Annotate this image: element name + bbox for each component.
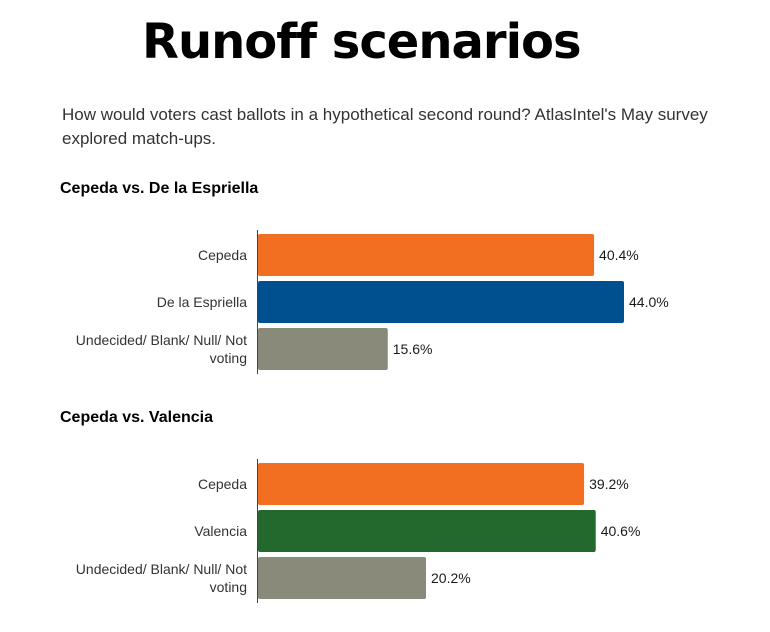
bar-plot: 39.2% Cepeda 40.6% Valencia 20.2% Undecided/ … — [76, 459, 641, 603]
bar — [258, 463, 585, 505]
bar — [258, 328, 388, 370]
chart-title: Cepeda vs. Valencia — [60, 409, 213, 426]
bar — [258, 557, 427, 599]
data-label: 40.6% — [601, 523, 641, 539]
data-label: 44.0% — [629, 294, 669, 310]
category-label: Cepeda — [198, 476, 247, 492]
page-title: Runoff scenarios — [142, 14, 582, 70]
data-label: 15.6% — [393, 341, 433, 357]
category-label: Undecided/ Blank/ Null/ Not voting — [76, 561, 247, 595]
data-label: 20.2% — [431, 570, 471, 586]
category-label: De la Espriella — [157, 294, 247, 310]
bar — [258, 510, 596, 552]
chart-title: Cepeda vs. De la Espriella — [60, 180, 259, 197]
page-subtitle: How would voters cast ballots in a hypot… — [62, 105, 708, 148]
data-label: 40.4% — [599, 247, 639, 263]
bar-plot: 40.4% Cepeda 44.0% De la Espriella 15.6% Unde… — [76, 230, 669, 374]
category-label: Valencia — [194, 523, 247, 539]
data-label: 39.2% — [589, 476, 629, 492]
bar — [258, 234, 595, 276]
bar — [258, 281, 624, 323]
category-label: Undecided/ Blank/ Null/ Not voting — [76, 332, 247, 366]
chart-cepeda-vs-de-la-espriella: Cepeda vs. De la Espriella 40.4% Cepeda 44… — [0, 180, 770, 400]
chart-cepeda-vs-valencia: Cepeda vs. Valencia 39.2% Cepeda 40.6% Vale… — [0, 409, 770, 629]
category-label: Cepeda — [198, 247, 247, 263]
